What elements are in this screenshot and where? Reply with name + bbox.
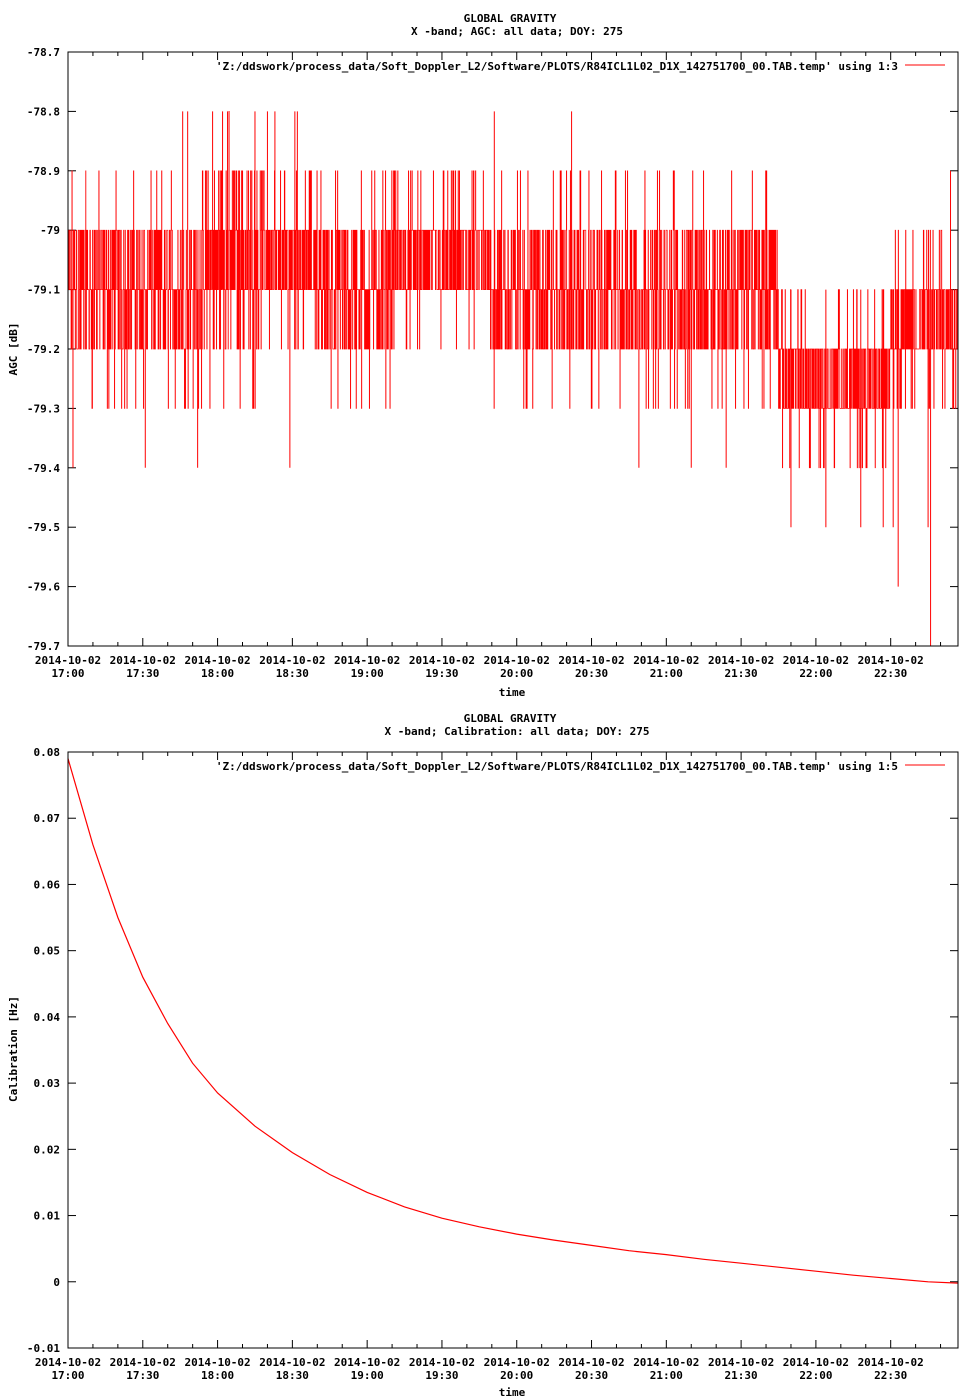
agc-plot-frame — [67, 51, 959, 647]
x-tick-time: 20:00 — [500, 667, 533, 680]
x-tick-date: 2014-10-02 — [558, 1356, 624, 1369]
y-tick-label: -79 — [40, 224, 60, 237]
agc-chart: GLOBAL GRAVITY X -band; AGC: all data; D… — [7, 12, 959, 699]
x-tick-date: 2014-10-02 — [783, 1356, 849, 1369]
y-tick-label: 0.05 — [34, 945, 61, 958]
agc-chart-xlabel: time — [499, 686, 526, 699]
y-tick-label: 0.02 — [34, 1143, 61, 1156]
x-tick-time: 21:00 — [650, 1369, 683, 1382]
agc-legend-label: 'Z:/ddswork/process_data/Soft_Doppler_L2… — [216, 60, 898, 73]
x-tick-date: 2014-10-02 — [184, 654, 250, 667]
y-tick-label: -79.2 — [27, 343, 60, 356]
x-tick-date: 2014-10-02 — [409, 1356, 475, 1369]
x-tick-date: 2014-10-02 — [484, 1356, 550, 1369]
y-tick-label: 0.06 — [34, 878, 61, 891]
x-tick-time: 19:00 — [351, 667, 384, 680]
x-tick-date: 2014-10-02 — [484, 654, 550, 667]
x-tick-date: 2014-10-02 — [409, 654, 475, 667]
agc-chart-subtitle: X -band; AGC: all data; DOY: 275 — [411, 25, 623, 38]
x-tick-time: 21:30 — [725, 1369, 758, 1382]
x-tick-time: 22:00 — [799, 667, 832, 680]
x-tick-time: 18:30 — [276, 667, 309, 680]
x-tick-date: 2014-10-02 — [110, 1356, 176, 1369]
x-tick-date: 2014-10-02 — [35, 654, 101, 667]
y-tick-label: -79.5 — [27, 521, 60, 534]
x-tick-date: 2014-10-02 — [708, 654, 774, 667]
agc-series-line — [67, 111, 959, 469]
y-tick-label: 0.08 — [34, 746, 61, 759]
y-tick-label: -79.6 — [27, 581, 60, 594]
agc-chart-ylabel: AGC [dB] — [7, 323, 20, 376]
x-tick-time: 17:30 — [126, 1369, 159, 1382]
y-tick-label: 0.01 — [34, 1210, 61, 1223]
x-tick-time: 19:30 — [425, 1369, 458, 1382]
x-tick-date: 2014-10-02 — [334, 1356, 400, 1369]
y-tick-label: 0.03 — [34, 1077, 61, 1090]
x-tick-time: 21:30 — [725, 667, 758, 680]
calibration-chart-xlabel: time — [499, 1386, 526, 1399]
x-tick-date: 2014-10-02 — [708, 1356, 774, 1369]
y-tick-label: 0.07 — [34, 812, 61, 825]
x-tick-time: 17:00 — [51, 1369, 84, 1382]
x-tick-time: 18:30 — [276, 1369, 309, 1382]
x-tick-time: 19:30 — [425, 667, 458, 680]
y-tick-label: -78.7 — [27, 46, 60, 59]
y-tick-label: -78.8 — [27, 105, 60, 118]
y-tick-label: -0.01 — [27, 1342, 60, 1355]
y-tick-label: -79.1 — [27, 284, 60, 297]
calibration-chart: GLOBAL GRAVITY X -band; Calibration: all… — [7, 712, 959, 1399]
calibration-chart-subtitle: X -band; Calibration: all data; DOY: 275 — [385, 725, 650, 738]
y-tick-label: 0 — [53, 1276, 60, 1289]
x-tick-time: 19:00 — [351, 1369, 384, 1382]
x-tick-date: 2014-10-02 — [110, 654, 176, 667]
agc-chart-title: GLOBAL GRAVITY — [464, 12, 557, 25]
y-tick-label: -79.7 — [27, 640, 60, 653]
calibration-chart-ylabel: Calibration [Hz] — [7, 996, 20, 1102]
x-tick-time: 17:30 — [126, 667, 159, 680]
x-tick-date: 2014-10-02 — [858, 654, 924, 667]
calibration-plot-frame — [67, 751, 959, 1349]
x-tick-date: 2014-10-02 — [783, 654, 849, 667]
x-tick-date: 2014-10-02 — [858, 1356, 924, 1369]
x-tick-time: 20:00 — [500, 1369, 533, 1382]
x-tick-time: 17:00 — [51, 667, 84, 680]
x-tick-time: 22:30 — [874, 667, 907, 680]
x-tick-time: 22:30 — [874, 1369, 907, 1382]
x-tick-date: 2014-10-02 — [334, 654, 400, 667]
x-tick-date: 2014-10-02 — [633, 1356, 699, 1369]
x-tick-date: 2014-10-02 — [259, 1356, 325, 1369]
x-tick-date: 2014-10-02 — [259, 654, 325, 667]
y-tick-label: -79.4 — [27, 462, 60, 475]
x-tick-time: 18:00 — [201, 1369, 234, 1382]
y-tick-label: 0.04 — [34, 1011, 61, 1024]
calibration-legend-label: 'Z:/ddswork/process_data/Soft_Doppler_L2… — [216, 760, 898, 773]
calibration-series-line — [67, 758, 959, 1284]
x-tick-time: 22:00 — [799, 1369, 832, 1382]
x-tick-time: 20:30 — [575, 667, 608, 680]
x-tick-time: 21:00 — [650, 667, 683, 680]
x-tick-date: 2014-10-02 — [558, 654, 624, 667]
y-tick-label: -79.3 — [27, 402, 60, 415]
x-tick-time: 20:30 — [575, 1369, 608, 1382]
y-tick-label: -78.9 — [27, 165, 60, 178]
calibration-chart-title: GLOBAL GRAVITY — [464, 712, 557, 725]
x-tick-date: 2014-10-02 — [184, 1356, 250, 1369]
x-tick-date: 2014-10-02 — [35, 1356, 101, 1369]
x-tick-time: 18:00 — [201, 667, 234, 680]
x-tick-date: 2014-10-02 — [633, 654, 699, 667]
